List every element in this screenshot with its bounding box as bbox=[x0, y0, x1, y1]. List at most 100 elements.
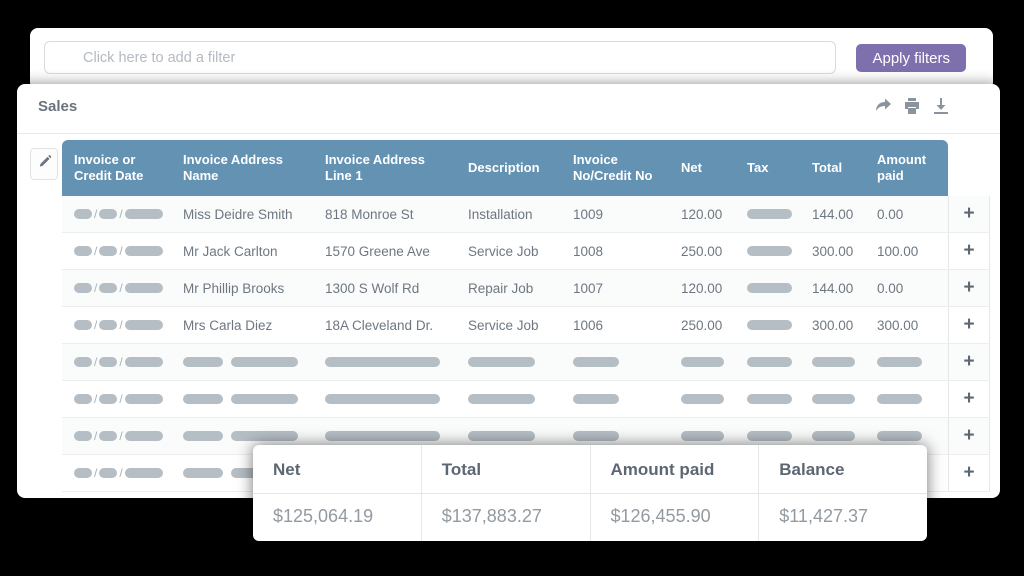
column-header-description[interactable]: Description bbox=[468, 159, 540, 175]
add-row-button[interactable]: + bbox=[948, 418, 990, 454]
redacted-value bbox=[468, 357, 535, 367]
add-row-button[interactable]: + bbox=[948, 233, 990, 269]
table-row[interactable]: / / + bbox=[62, 344, 990, 381]
redacted-date: / / bbox=[74, 318, 163, 332]
panel-toolbar bbox=[874, 97, 950, 115]
column-header-name[interactable]: Invoice Address Name bbox=[183, 151, 283, 183]
add-row-button[interactable]: + bbox=[948, 381, 990, 417]
add-row-button[interactable]: + bbox=[948, 270, 990, 306]
cell-name bbox=[171, 418, 313, 454]
cell-description bbox=[456, 381, 561, 417]
cell-amount_paid: 100.00 bbox=[877, 243, 919, 259]
table-row[interactable]: / / Miss Deidre Smith 818 Monroe St Installa… bbox=[62, 196, 990, 233]
summary-value: $137,883.27 bbox=[441, 506, 542, 526]
redacted-date: / / bbox=[74, 466, 163, 480]
redacted-value bbox=[747, 283, 792, 293]
redacted-value bbox=[468, 394, 535, 404]
cell-total bbox=[800, 381, 865, 417]
cell-tax bbox=[735, 270, 800, 306]
sales-panel: Sales Invoice or Credit Date Invoice Addr… bbox=[17, 84, 1000, 498]
cell-amount_paid: 300.00 bbox=[877, 317, 919, 333]
redacted-value bbox=[747, 320, 792, 330]
cell-tax bbox=[735, 344, 800, 380]
cell-tax bbox=[735, 233, 800, 269]
cell-tax bbox=[735, 381, 800, 417]
cell-net: 120.00 bbox=[681, 206, 723, 222]
cell-amount_paid: 0.00 bbox=[877, 280, 904, 296]
column-header-tax[interactable]: Tax bbox=[747, 159, 769, 175]
cell-description: Repair Job bbox=[468, 280, 534, 296]
cell-date: / / bbox=[62, 233, 171, 269]
redacted-value bbox=[812, 431, 855, 441]
redacted-value bbox=[681, 394, 724, 404]
cell-name: Mr Phillip Brooks bbox=[183, 280, 285, 296]
filter-input[interactable] bbox=[44, 41, 836, 74]
redacted-date: / / bbox=[74, 244, 163, 258]
cell-net bbox=[669, 418, 735, 454]
redacted-value bbox=[747, 246, 792, 256]
column-header-total[interactable]: Total bbox=[812, 159, 843, 175]
cell-date: / / bbox=[62, 196, 171, 232]
summary-label: Amount paid bbox=[590, 445, 759, 494]
cell-invoice_no: 1007 bbox=[573, 280, 604, 296]
column-header-date[interactable]: Invoice or Credit Date bbox=[74, 151, 144, 183]
cell-net: 250.00 bbox=[681, 317, 723, 333]
actions-column-header bbox=[948, 140, 990, 196]
summary-label: Net bbox=[253, 445, 421, 494]
redacted-value bbox=[747, 394, 792, 404]
add-row-button[interactable]: + bbox=[948, 455, 990, 491]
cell-name bbox=[171, 344, 313, 380]
column-header-invoice_no[interactable]: Invoice No/Credit No bbox=[573, 151, 653, 183]
redacted-value bbox=[681, 357, 724, 367]
redacted-value bbox=[812, 394, 855, 404]
table-row[interactable]: / / Mr Jack Carlton 1570 Greene Ave Service … bbox=[62, 233, 990, 270]
cell-date: / / bbox=[62, 455, 171, 491]
cell-invoice_no bbox=[561, 381, 669, 417]
cell-description: Installation bbox=[468, 206, 533, 222]
cell-description bbox=[456, 344, 561, 380]
cell-invoice_no bbox=[561, 344, 669, 380]
cell-date: / / bbox=[62, 270, 171, 306]
redacted-value bbox=[325, 357, 440, 367]
redacted-date: / / bbox=[74, 392, 163, 406]
cell-invoice_no: 1006 bbox=[573, 317, 604, 333]
table-row[interactable]: / / Mr Phillip Brooks 1300 S Wolf Rd Repair … bbox=[62, 270, 990, 307]
summary-column: Total $137,883.27 bbox=[420, 445, 590, 541]
print-icon[interactable] bbox=[903, 97, 921, 115]
cell-total bbox=[800, 418, 865, 454]
cell-net bbox=[669, 344, 735, 380]
edit-columns-button[interactable] bbox=[30, 148, 58, 180]
add-row-button[interactable]: + bbox=[948, 307, 990, 343]
column-header-amount_paid[interactable]: Amount paid bbox=[877, 151, 927, 183]
redacted-value bbox=[325, 394, 440, 404]
cell-total: 300.00 bbox=[812, 317, 854, 333]
cell-name: Mr Jack Carlton bbox=[183, 243, 278, 259]
column-header-net[interactable]: Net bbox=[681, 159, 702, 175]
summary-column: Balance $11,427.37 bbox=[758, 445, 927, 541]
cell-net: 120.00 bbox=[681, 280, 723, 296]
cell-tax bbox=[735, 196, 800, 232]
cell-name bbox=[171, 381, 313, 417]
apply-filters-button[interactable]: Apply filters bbox=[856, 44, 966, 72]
table-row[interactable]: / / + bbox=[62, 381, 990, 418]
summary-label: Total bbox=[421, 445, 590, 494]
cell-address bbox=[313, 381, 456, 417]
download-icon[interactable] bbox=[932, 97, 950, 115]
redacted-value bbox=[183, 357, 298, 367]
table-row[interactable]: / / Mrs Carla Diez 18A Cleveland Dr. Service… bbox=[62, 307, 990, 344]
table-header-row: Invoice or Credit Date Invoice Address Na… bbox=[62, 140, 990, 196]
cell-amount_paid: 0.00 bbox=[877, 206, 904, 222]
redacted-value bbox=[747, 431, 792, 441]
share-icon[interactable] bbox=[874, 97, 892, 115]
cell-address: 18A Cleveland Dr. bbox=[325, 317, 434, 333]
cell-date: / / bbox=[62, 307, 171, 343]
redacted-value bbox=[681, 431, 724, 441]
cell-description: Service Job bbox=[468, 317, 539, 333]
add-row-button[interactable]: + bbox=[948, 344, 990, 380]
add-row-button[interactable]: + bbox=[948, 196, 990, 232]
cell-tax bbox=[735, 307, 800, 343]
redacted-value bbox=[573, 394, 619, 404]
cell-total: 144.00 bbox=[812, 206, 854, 222]
redacted-value bbox=[877, 394, 922, 404]
column-header-address[interactable]: Invoice Address Line 1 bbox=[325, 151, 425, 183]
